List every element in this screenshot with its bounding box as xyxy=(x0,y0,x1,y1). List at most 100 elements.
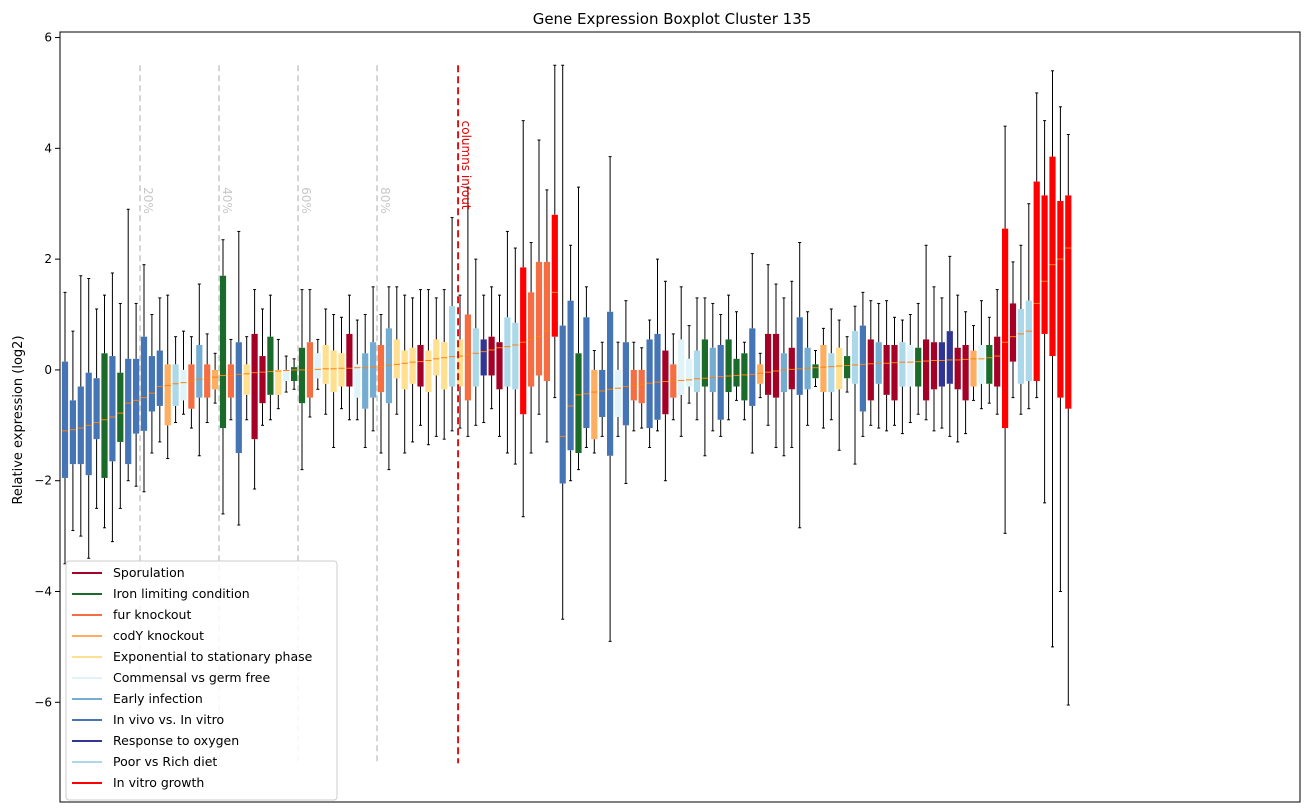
box xyxy=(812,364,819,379)
box xyxy=(85,372,92,476)
box xyxy=(591,369,598,440)
box xyxy=(472,328,479,387)
box xyxy=(923,339,930,401)
box xyxy=(930,342,938,390)
box xyxy=(662,350,669,415)
y-tick-label: 6 xyxy=(44,31,52,45)
box xyxy=(314,353,321,379)
legend-frame xyxy=(65,560,338,801)
legend-label: Sporulation xyxy=(113,565,185,580)
box xyxy=(377,344,385,393)
box xyxy=(125,358,132,465)
box xyxy=(196,344,203,398)
box xyxy=(646,339,653,429)
box xyxy=(480,339,487,376)
box xyxy=(946,331,953,384)
box xyxy=(733,358,740,387)
plot-area: −6 −4 −2 0 2 4 6 20% 40% 60% 80% columns in/out xyxy=(34,31,1072,764)
box xyxy=(417,344,424,387)
box xyxy=(938,342,945,387)
legend-label: In vivo vs. In vitro xyxy=(113,712,224,727)
legend-label: Commensal vs germ free xyxy=(113,670,270,685)
box xyxy=(954,347,961,390)
box xyxy=(1049,156,1056,357)
y-tick-label: −2 xyxy=(34,474,52,488)
box xyxy=(488,336,495,376)
box xyxy=(188,364,195,409)
box xyxy=(172,364,179,406)
box xyxy=(1057,200,1064,398)
box xyxy=(93,378,100,440)
box xyxy=(1033,181,1040,381)
box xyxy=(456,339,464,387)
box xyxy=(409,347,416,384)
box xyxy=(212,369,219,390)
box xyxy=(535,261,543,376)
box xyxy=(441,342,448,390)
box xyxy=(204,364,211,398)
box xyxy=(828,353,835,393)
box xyxy=(243,364,250,395)
box xyxy=(614,369,622,417)
box xyxy=(915,347,922,387)
legend-label: Exponential to stationary phase xyxy=(113,649,313,664)
box xyxy=(780,353,787,393)
box xyxy=(638,369,645,404)
box xyxy=(859,325,866,412)
box xyxy=(338,353,345,387)
box xyxy=(77,386,84,465)
y-tick-label: 4 xyxy=(44,141,52,155)
box xyxy=(709,347,716,393)
legend-label: Early infection xyxy=(113,691,203,706)
box xyxy=(686,358,693,387)
y-tick-label: −4 xyxy=(34,584,52,598)
box xyxy=(583,317,590,429)
percentile-marker-label: 40% xyxy=(220,187,234,214)
box xyxy=(899,342,906,387)
box xyxy=(322,344,329,384)
legend-label: codY knockout xyxy=(113,628,204,643)
legend-label: Response to oxygen xyxy=(113,733,239,748)
box xyxy=(867,339,874,401)
box xyxy=(235,342,242,454)
box xyxy=(156,350,163,406)
legend-label: Iron limiting condition xyxy=(113,586,250,601)
box xyxy=(765,333,772,395)
box xyxy=(844,356,851,379)
box xyxy=(69,400,76,465)
y-axis-label: Relative expression (log2) xyxy=(11,335,26,504)
percentile-marker-label: 80% xyxy=(378,187,392,214)
box xyxy=(772,333,780,398)
box xyxy=(757,364,764,384)
box xyxy=(551,214,558,337)
box xyxy=(117,372,124,442)
box xyxy=(907,344,914,387)
box xyxy=(701,339,708,387)
box xyxy=(520,267,527,415)
box xyxy=(370,342,377,398)
chart-title: Gene Expression Boxplot Cluster 135 xyxy=(533,10,812,28)
legend: Sporulation Iron limiting condition fur kn… xyxy=(65,560,338,801)
box xyxy=(219,275,227,429)
percentile-marker-label: 60% xyxy=(299,187,313,214)
box xyxy=(109,356,116,462)
y-tick-label: 0 xyxy=(44,363,52,377)
box xyxy=(425,350,432,393)
box xyxy=(401,350,408,390)
box xyxy=(275,369,282,395)
box xyxy=(678,339,685,395)
box xyxy=(449,306,456,387)
box xyxy=(133,358,140,434)
box xyxy=(148,356,155,412)
box xyxy=(559,325,566,484)
box xyxy=(891,344,898,401)
box xyxy=(61,361,69,478)
box xyxy=(291,367,298,381)
box xyxy=(883,344,890,395)
legend-label: fur knockout xyxy=(113,607,191,622)
box xyxy=(962,344,969,401)
box xyxy=(1025,300,1032,381)
box xyxy=(259,356,266,404)
box xyxy=(1065,195,1072,409)
box xyxy=(543,261,550,381)
